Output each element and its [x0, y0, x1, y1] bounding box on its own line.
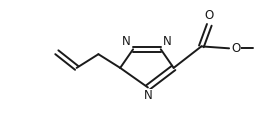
Text: O: O [231, 42, 240, 55]
Text: N: N [163, 35, 172, 48]
Text: O: O [205, 9, 214, 22]
Text: N: N [143, 89, 152, 102]
Text: N: N [122, 35, 131, 48]
